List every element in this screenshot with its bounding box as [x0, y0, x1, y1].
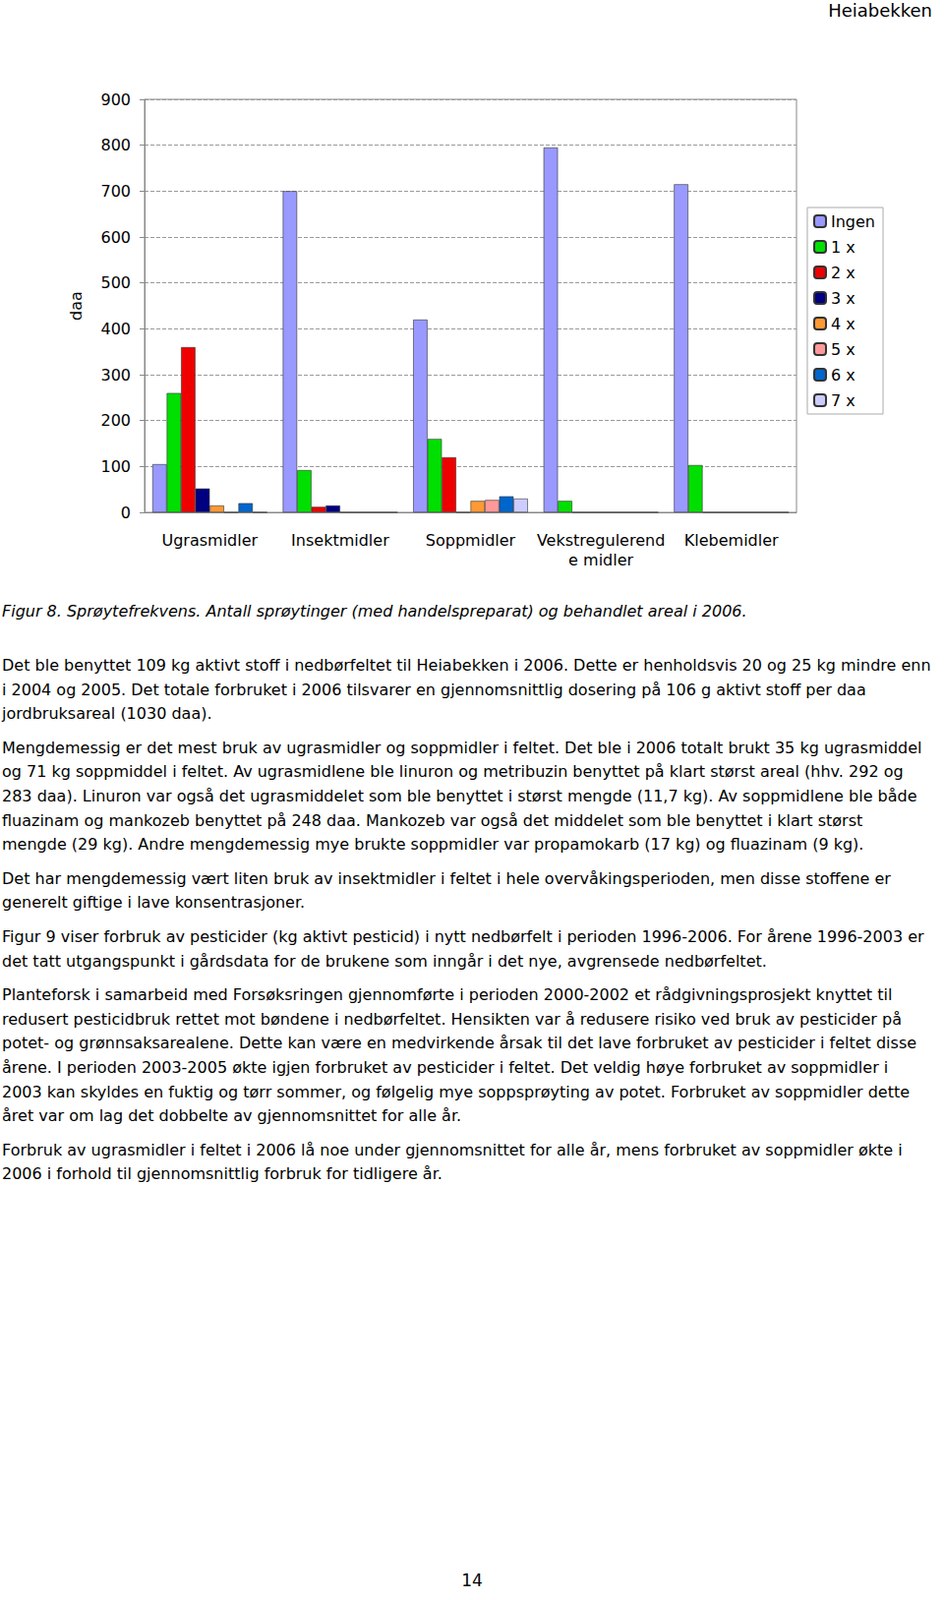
svg-text:0: 0 — [120, 503, 131, 523]
svg-text:900: 900 — [100, 90, 131, 110]
svg-text:Klebemidler: Klebemidler — [684, 531, 779, 550]
html-text:14: 14 — [461, 1570, 483, 1591]
svg-text:800: 800 — [100, 135, 131, 155]
html-text:Forbruk av ugrasmidler i felte: Forbruk av ugrasmidler i feltet i 2006 l… — [1, 1140, 903, 1184]
svg-text:4 x: 4 x — [830, 314, 856, 334]
svg-text:Insektmidler: Insektmidler — [291, 531, 390, 550]
svg-text:200: 200 — [100, 411, 131, 430]
svg-text:Ingen: Ingen — [830, 212, 876, 232]
svg-text:300: 300 — [100, 365, 131, 385]
svg-text:700: 700 — [100, 181, 131, 201]
svg-text:400: 400 — [100, 319, 131, 339]
svg-text:100: 100 — [100, 457, 131, 476]
html-text:Figur 9 viser forbruk av pesti: Figur 9 viser forbruk av pesticider (kg … — [1, 927, 924, 971]
html-text:Mengdemessig er det mest bruk: Mengdemessig er det mest bruk av ugrasmi… — [1, 738, 922, 854]
svg-text:Vekstregulerend: Vekstregulerend — [536, 531, 665, 550]
html-text:Det ble benyttet 109 kg aktivt: Det ble benyttet 109 kg aktivt stoff i n… — [1, 655, 931, 723]
svg-text:5 x: 5 x — [830, 340, 856, 359]
svg-text:6 x: 6 x — [830, 365, 856, 385]
svg-text:600: 600 — [100, 228, 131, 247]
html-text:Planteforsk i samarbeid med Fo: Planteforsk i samarbeid med Forsøksringe… — [1, 985, 917, 1126]
svg-text:3 x: 3 x — [830, 289, 856, 308]
svg-text:2 x: 2 x — [830, 263, 856, 283]
svg-text:500: 500 — [100, 273, 131, 293]
svg-text:Soppmidler: Soppmidler — [425, 531, 517, 550]
html-text:Det har mengdemessig vært lite: Det har mengdemessig vært liten bruk av … — [1, 869, 891, 912]
svg-text:e midler: e midler — [568, 550, 634, 570]
html-text:Heiabekken: Heiabekken — [828, 0, 933, 21]
html-text:Figur 8. Sprøytefrekvens. Anta: Figur 8. Sprøytefrekvens. Antall sprøyti… — [1, 601, 747, 621]
svg-text:7 x: 7 x — [830, 391, 856, 411]
svg-text:Ugrasmidler: Ugrasmidler — [161, 531, 258, 550]
svg-text:1 x: 1 x — [830, 237, 856, 257]
svg-text:daa: daa — [66, 291, 86, 321]
